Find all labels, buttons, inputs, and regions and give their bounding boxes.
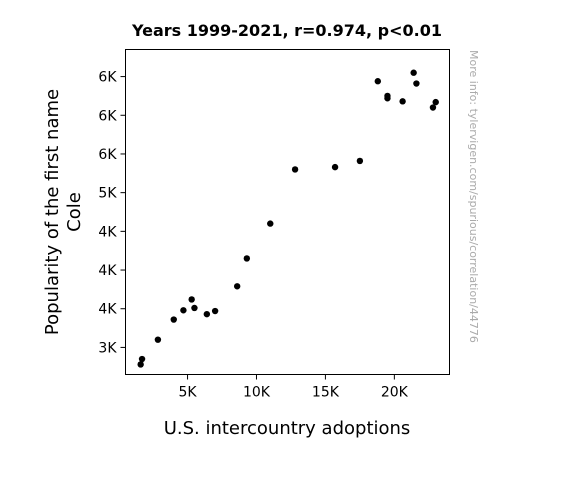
data-point <box>180 307 187 314</box>
y-tick-label: 4K <box>98 263 117 279</box>
data-point <box>432 98 439 106</box>
data-point <box>331 163 339 171</box>
x-tick-label: 15K <box>312 385 340 401</box>
data-point <box>154 336 162 343</box>
data-point <box>384 92 391 100</box>
x-axis: 5K 10K 15K 20K <box>178 374 409 401</box>
plot-area <box>125 49 450 375</box>
y-tick-label: 4K <box>98 224 117 240</box>
x-tick-label: 20K <box>381 385 409 401</box>
y-axis: 3K 4K 4K 4K 5K 6K 6K 6K <box>98 70 126 356</box>
data-point <box>170 316 177 323</box>
y-axis-label: Popularity of the first name Cole <box>42 89 85 335</box>
data-point <box>243 255 251 262</box>
chart-title: Years 1999-2021, r=0.974, p<0.01 <box>131 21 442 40</box>
source-watermark: More info: tylervigen.com/spurious/corre… <box>467 50 480 343</box>
y-tick-label: 6K <box>98 108 117 124</box>
data-point <box>138 355 146 363</box>
data-point <box>203 310 211 318</box>
data-point <box>267 220 274 227</box>
data-point <box>356 157 364 165</box>
data-point <box>191 304 198 312</box>
y-tick-label: 5K <box>98 186 117 202</box>
data-point <box>410 69 417 76</box>
data-point <box>413 80 420 87</box>
data-point <box>429 104 437 111</box>
y-tick-label: 3K <box>98 340 117 356</box>
y-tick-label: 6K <box>98 70 117 86</box>
y-axis-label-line-2: Cole <box>64 192 85 232</box>
y-axis-label-line-1: Popularity of the first name <box>42 89 63 335</box>
data-point <box>137 361 144 368</box>
data-point <box>374 78 382 85</box>
data-point <box>188 296 195 303</box>
x-tick-label: 5K <box>178 385 197 401</box>
data-point <box>399 98 406 105</box>
y-tick-label: 4K <box>98 302 117 318</box>
data-point <box>211 307 219 315</box>
data-point <box>233 283 241 290</box>
x-axis-label: U.S. intercountry adoptions <box>164 418 411 439</box>
x-tick-label: 10K <box>243 385 271 401</box>
data-point <box>291 166 299 173</box>
y-tick-label: 6K <box>98 147 117 163</box>
data-points <box>137 69 439 368</box>
